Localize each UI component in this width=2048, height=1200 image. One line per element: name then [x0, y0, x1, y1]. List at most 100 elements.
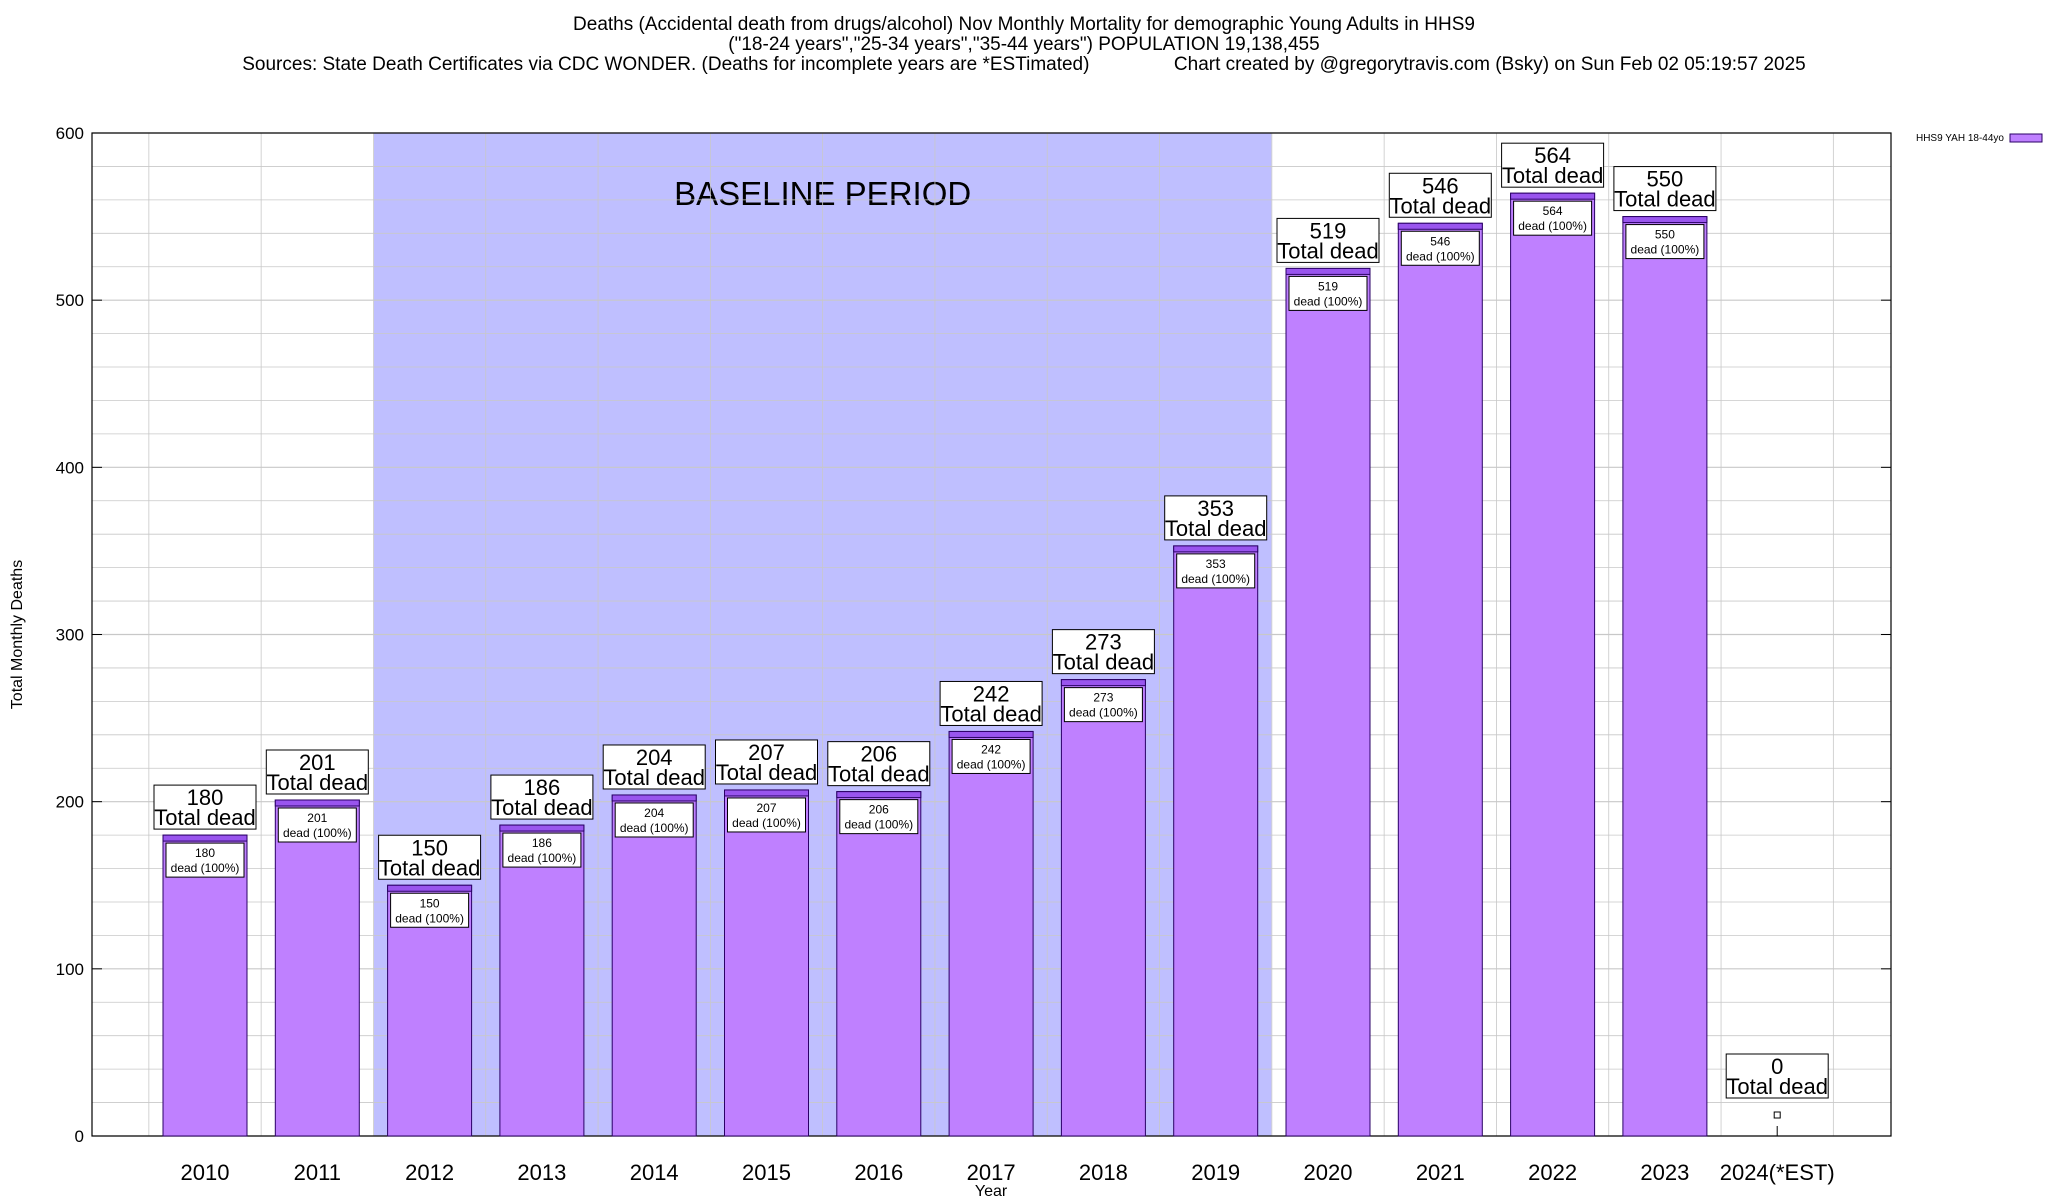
- bar-inner-value: 150: [420, 896, 440, 910]
- y-tick-label: 200: [56, 793, 84, 812]
- bar-total-value: 242: [973, 681, 1010, 706]
- bar-total-suffix: Total dead: [603, 765, 705, 790]
- y-tick-label: 400: [56, 458, 84, 477]
- bar-total-label-box: [1164, 495, 1268, 541]
- bar-inner-value: 353: [1206, 557, 1226, 571]
- bar-total-suffix: Total dead: [267, 770, 369, 795]
- bar-total-label-box: [827, 741, 931, 787]
- bar: [274, 799, 360, 1137]
- bar: [724, 789, 809, 1137]
- bar: [1510, 192, 1596, 1137]
- bar-inner-value: 186: [532, 836, 552, 850]
- bar-total-suffix: Total dead: [1165, 516, 1267, 541]
- y-tick-label: 500: [56, 291, 84, 310]
- x-category-label: 2017: [967, 1160, 1016, 1185]
- bar-inner-label-box: [1513, 200, 1593, 236]
- bar-inner-percent: dead (100%): [1518, 219, 1587, 233]
- bar: [1173, 545, 1259, 1137]
- bar-inner-value: 564: [1543, 204, 1563, 218]
- bar-inner-value: 519: [1318, 279, 1338, 293]
- bar-total-value: 519: [1310, 218, 1347, 243]
- bar-total-label-box: [715, 739, 818, 785]
- bar-inner-percent: dead (100%): [395, 911, 464, 925]
- y-axis-title: Total Monthly Deaths: [9, 560, 26, 709]
- bar-total-value: 150: [411, 835, 448, 860]
- x-category-label: 2022: [1528, 1160, 1577, 1185]
- bar-inner-percent: dead (100%): [1406, 249, 1475, 263]
- bar: [162, 834, 248, 1137]
- bar-inner-label-box: [839, 799, 919, 835]
- bar-cap: [1510, 192, 1596, 200]
- x-category-label: 2014: [630, 1160, 679, 1185]
- bar-inner-percent: dead (100%): [844, 818, 913, 832]
- bar-inner-value: 180: [195, 846, 215, 860]
- bar-inner-value: 204: [644, 806, 664, 820]
- bar: [948, 730, 1034, 1137]
- bar-total-label-box: [1501, 142, 1605, 188]
- bar-inner-label-box: [277, 807, 357, 843]
- bar-total-value: 206: [860, 742, 897, 767]
- bar-inner-percent: dead (100%): [732, 816, 801, 830]
- y-tick-label: 100: [56, 960, 84, 979]
- bar-inner-value: 242: [981, 742, 1001, 756]
- bar-cap: [387, 884, 473, 892]
- bar-total-value: 207: [748, 740, 785, 765]
- bar-inner-percent: dead (100%): [171, 861, 240, 875]
- bar-inner-value: 206: [869, 803, 889, 817]
- bar-total-label-box: [1613, 166, 1717, 212]
- bar-total-label-box: [602, 744, 706, 790]
- bar-cap: [162, 834, 248, 842]
- legend-label: HHS9 YAH 18-44yo: [1916, 133, 2004, 144]
- bar: [836, 791, 922, 1137]
- x-category-label: 2011: [294, 1160, 341, 1185]
- bar-cap: [1060, 679, 1146, 687]
- bar-inner-percent: dead (100%): [1069, 706, 1138, 720]
- bar-total-value: 201: [299, 750, 336, 775]
- bar-inner-percent: dead (100%): [957, 757, 1026, 771]
- chart-title: Deaths (Accidental death from drugs/alco…: [573, 14, 1475, 35]
- bar-cap: [274, 799, 360, 807]
- bar-cap: [1173, 545, 1259, 553]
- x-category-label: 2015: [742, 1160, 791, 1185]
- bar: [1397, 222, 1483, 1137]
- y-tick-label: 300: [56, 626, 84, 645]
- bar-total-value: 353: [1197, 496, 1234, 521]
- bar-inner-label-box: [390, 892, 470, 928]
- bar-inner-value: 207: [756, 801, 776, 815]
- bar-total-suffix: Total dead: [379, 855, 481, 880]
- bar-total-value: 564: [1534, 143, 1571, 168]
- bar-cap: [836, 791, 922, 799]
- bar-inner-value: 546: [1430, 234, 1450, 248]
- bar: [611, 794, 697, 1137]
- bar-inner-value: 201: [307, 811, 327, 825]
- bar-inner-label-box: [1288, 275, 1368, 311]
- bar-cap: [499, 824, 585, 832]
- bar-total-suffix: Total dead: [154, 805, 256, 830]
- bar-cap: [1622, 216, 1708, 224]
- bar-inner-value: 550: [1655, 228, 1675, 242]
- bar-inner-label-box: [1625, 224, 1705, 260]
- zero-point-marker: [1773, 1111, 1781, 1119]
- bar-total-value: 273: [1085, 630, 1122, 655]
- x-category-label: 2010: [181, 1160, 230, 1185]
- y-tick-label: 600: [56, 124, 84, 143]
- x-category-label: 2021: [1416, 1160, 1465, 1185]
- x-category-label: 2024(*EST): [1720, 1160, 1835, 1185]
- bar-inner-percent: dead (100%): [1631, 243, 1700, 257]
- bar-total-value: 180: [187, 785, 224, 810]
- bar-total-label-box: [378, 834, 482, 880]
- bar-inner-value: 273: [1093, 691, 1113, 705]
- bar-total-suffix: Total dead: [1277, 238, 1379, 263]
- bar-total-suffix: Total dead: [1502, 163, 1604, 188]
- bar-inner-percent: dead (100%): [620, 821, 689, 835]
- bar-total-value: 550: [1647, 167, 1684, 192]
- bar-total-suffix: Total dead: [1053, 650, 1155, 675]
- chart-subtitle-sources: Sources: State Death Certificates via CD…: [242, 54, 1806, 75]
- bar-inner-percent: dead (100%): [283, 826, 352, 840]
- bar-inner-percent: dead (100%): [1181, 572, 1250, 586]
- x-category-label: 2016: [854, 1160, 903, 1185]
- bar-cap: [724, 789, 809, 797]
- x-category-label: 2023: [1640, 1160, 1689, 1185]
- x-axis-title: Year: [975, 1183, 1008, 1200]
